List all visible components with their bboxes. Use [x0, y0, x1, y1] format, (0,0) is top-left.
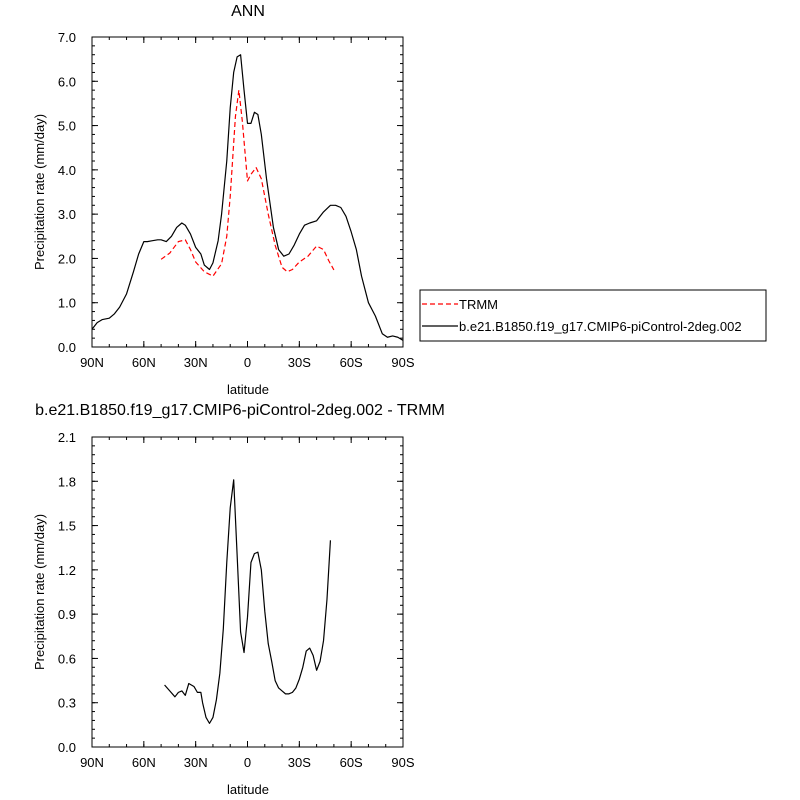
x-tick-label: 60N: [132, 755, 156, 770]
top-panel: ANN 90N 60N 30N 0 30S 60S 90S 0.0 1.0 2.0 3.0 4.0 5.…: [32, 3, 767, 397]
y-tick-label: 0.0: [58, 340, 76, 355]
x-tick-label: 30S: [288, 755, 311, 770]
y-tick-label: 3.0: [58, 207, 76, 222]
x-tick-label: 30S: [288, 355, 311, 370]
x-tick-label: 60S: [340, 355, 363, 370]
top-plot-frame: [91, 36, 404, 348]
top-y-axis-label: Precipitation rate (mm/day): [32, 114, 47, 270]
bottom-chart-title: b.e21.B1850.f19_g17.CMIP6-piControl-2deg…: [35, 402, 445, 419]
x-tick-label: 60N: [132, 355, 156, 370]
y-tick-label: 2.1: [58, 430, 76, 445]
y-tick-label: 7.0: [58, 30, 76, 45]
y-tick-label: 1.5: [58, 519, 76, 534]
x-tick-label: 0: [244, 755, 251, 770]
x-tick-label: 60S: [340, 755, 363, 770]
x-tick-label: 0: [244, 355, 251, 370]
legend: TRMM b.e21.B1850.f19_g17.CMIP6-piControl…: [419, 289, 767, 342]
series-line-model: [164, 479, 332, 724]
legend-entry-trmm: TRMM: [459, 297, 498, 312]
y-tick-label: 5.0: [58, 119, 76, 134]
x-tick-label: 30N: [184, 755, 208, 770]
y-tick-label: 1.8: [58, 474, 76, 489]
y-tick-label: 1.0: [58, 296, 76, 311]
x-tick-label: 90N: [80, 755, 104, 770]
bottom-plot-frame: [91, 436, 404, 748]
bottom-panel: b.e21.B1850.f19_g17.CMIP6-piControl-2deg…: [32, 402, 445, 797]
series-line-model: [91, 54, 404, 341]
bottom-y-axis-label: Precipitation rate (mm/day): [32, 514, 47, 670]
y-tick-label: 6.0: [58, 74, 76, 89]
x-tick-label: 30N: [184, 355, 208, 370]
legend-entry-model: b.e21.B1850.f19_g17.CMIP6-piControl-2deg…: [459, 319, 742, 334]
series-line-trmm: [160, 89, 335, 277]
legend-box: [419, 289, 767, 342]
y-tick-label: 1.2: [58, 563, 76, 578]
y-tick-label: 2.0: [58, 251, 76, 266]
x-tick-label: 90S: [391, 355, 414, 370]
y-tick-label: 0.0: [58, 740, 76, 755]
x-tick-label: 90N: [80, 355, 104, 370]
top-chart-title: ANN: [231, 3, 265, 20]
bottom-x-axis-label: latitude: [227, 782, 269, 797]
x-tick-label: 90S: [391, 755, 414, 770]
y-tick-label: 4.0: [58, 163, 76, 178]
y-tick-label: 0.9: [58, 607, 76, 622]
top-x-axis-label: latitude: [227, 382, 269, 397]
y-tick-label: 0.3: [58, 696, 76, 711]
y-tick-label: 0.6: [58, 651, 76, 666]
